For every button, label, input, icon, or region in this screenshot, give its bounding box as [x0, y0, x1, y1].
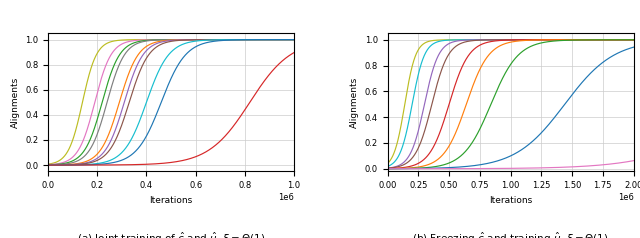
Title: (b) Freezing $\hat{c}$ and training $\hat{u}$, $\xi = \Theta(1)$: (b) Freezing $\hat{c}$ and training $\ha…	[412, 231, 609, 238]
X-axis label: Iterations: Iterations	[489, 196, 532, 205]
Title: (a) Joint training of $\hat{c}$ and $\hat{u}$, $\xi = \Theta(1)$: (a) Joint training of $\hat{c}$ and $\ha…	[77, 231, 265, 238]
Y-axis label: Alignments: Alignments	[10, 77, 19, 128]
X-axis label: Iterations: Iterations	[149, 196, 193, 205]
Y-axis label: Alignments: Alignments	[350, 77, 359, 128]
Text: 1e6: 1e6	[278, 193, 294, 202]
Text: 1e6: 1e6	[618, 193, 634, 202]
